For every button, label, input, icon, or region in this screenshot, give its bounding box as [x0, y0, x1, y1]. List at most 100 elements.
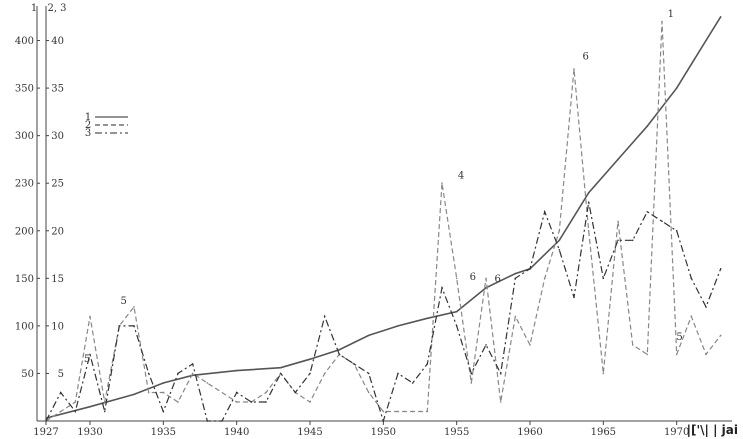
series-1-point: [690, 63, 693, 66]
series-2-point: [441, 182, 443, 185]
series-1-point: [235, 369, 238, 372]
x-tick-label: 1950: [371, 427, 396, 438]
series-3-point: [455, 325, 458, 327]
legend-label-2: 2: [85, 120, 91, 131]
legend-label-3: 3: [85, 128, 91, 139]
series-3-point: [690, 277, 693, 280]
legend-label-1: 1: [85, 112, 91, 123]
series-3-point: [59, 391, 62, 394]
series-3-point: [162, 410, 165, 413]
series-3-point: [543, 210, 546, 213]
series-2-point: [426, 410, 429, 413]
series-2-point: [147, 391, 150, 394]
series-2-point: [499, 401, 502, 403]
series-3-point: [45, 420, 47, 422]
series-3-point: [705, 306, 707, 308]
series-3-point: [279, 372, 282, 375]
series-3-point: [470, 372, 473, 375]
series-1-point: [705, 39, 707, 42]
series-3-point: [573, 296, 575, 299]
series-layer: [45, 15, 722, 424]
y-inner-tick-label: 30: [51, 131, 64, 142]
series-3-point: [719, 268, 722, 270]
series-line-1: [45, 16, 722, 419]
series-1-point: [646, 125, 649, 127]
series-2-point: [59, 410, 62, 413]
series-2-point: [485, 277, 487, 280]
series-1-point: [162, 382, 165, 384]
y-left-tick-label: 230: [15, 179, 34, 190]
series-3-point: [250, 401, 253, 403]
series-3-point: [558, 248, 561, 251]
series-3-point: [411, 382, 414, 384]
series-2-point: [690, 315, 693, 318]
series-3-point: [514, 277, 517, 280]
series-2-point: [646, 353, 649, 356]
y-left-tick-label: 150: [15, 274, 34, 285]
series-3-point: [367, 372, 370, 375]
series-2-point: [455, 277, 458, 280]
y-left-tick-label: 400: [15, 36, 34, 47]
series-3-point: [353, 363, 355, 365]
series-2-point: [265, 391, 267, 394]
series-1-point: [397, 325, 399, 327]
series-2-point: [309, 401, 311, 403]
series-2-point: [661, 20, 663, 23]
series-2-point: [514, 315, 517, 318]
x-tick-label: 1970: [664, 427, 689, 438]
annotation-label: 1: [668, 9, 674, 20]
series-2-point: [631, 344, 634, 346]
series-3-point: [675, 229, 678, 232]
series-1-point: [309, 358, 311, 360]
x-tick-label: 1945: [297, 427, 322, 438]
x-tick-label: 1965: [591, 427, 616, 438]
series-2-point: [177, 401, 179, 403]
series-1-point: [558, 239, 561, 242]
series-2-point: [206, 382, 209, 384]
series-3-point: [294, 391, 297, 394]
series-3-point: [309, 372, 311, 375]
x-tick-label: 1960: [517, 427, 542, 438]
series-1-point: [45, 417, 47, 419]
series-2-point: [74, 401, 77, 403]
series-1-point: [617, 158, 619, 161]
series-3-point: [221, 420, 223, 422]
footer-text: |['\| | jai: [687, 423, 738, 437]
series-line-3: [45, 202, 722, 424]
annotation-label: 5: [121, 296, 127, 307]
series-1-point: [338, 348, 341, 351]
annotation-label: 6: [470, 272, 476, 283]
annotation-label: 5: [676, 332, 682, 343]
series-2-point: [323, 372, 326, 375]
series-3-point: [382, 420, 385, 422]
series-2-point: [411, 410, 414, 413]
series-3-point: [74, 410, 77, 413]
series-3-point: [485, 344, 487, 346]
y-left-tick-label: 50: [21, 369, 34, 380]
series-3-point: [631, 239, 634, 242]
series-3-point: [646, 210, 649, 213]
labels-layer: 1 2, 350100150200230300350400510152025303…: [15, 3, 689, 438]
series-3-point: [191, 363, 194, 365]
series-3-point: [499, 372, 502, 375]
series-1-point: [719, 15, 722, 18]
series-1-point: [279, 366, 282, 369]
y-inner-tick-label: 5: [58, 369, 64, 380]
annotation-label: 4: [458, 170, 464, 181]
series-3-point: [323, 315, 326, 318]
series-3-point: [661, 220, 663, 223]
y-left-tick-label: 200: [15, 226, 34, 237]
series-2-point: [558, 229, 561, 232]
x-tick-label: 1935: [151, 427, 176, 438]
series-2-point: [103, 401, 106, 403]
series-3-point: [441, 287, 443, 289]
series-2-point: [705, 353, 707, 356]
series-1-point: [514, 272, 517, 275]
series-1-point: [587, 191, 590, 194]
series-2-point: [367, 391, 370, 394]
y-left-tick-label: 100: [15, 321, 34, 332]
series-3-point: [177, 372, 179, 375]
y-inner-tick-label: 25: [51, 179, 64, 190]
series-3-point: [602, 277, 605, 280]
series-2-point: [617, 220, 619, 223]
